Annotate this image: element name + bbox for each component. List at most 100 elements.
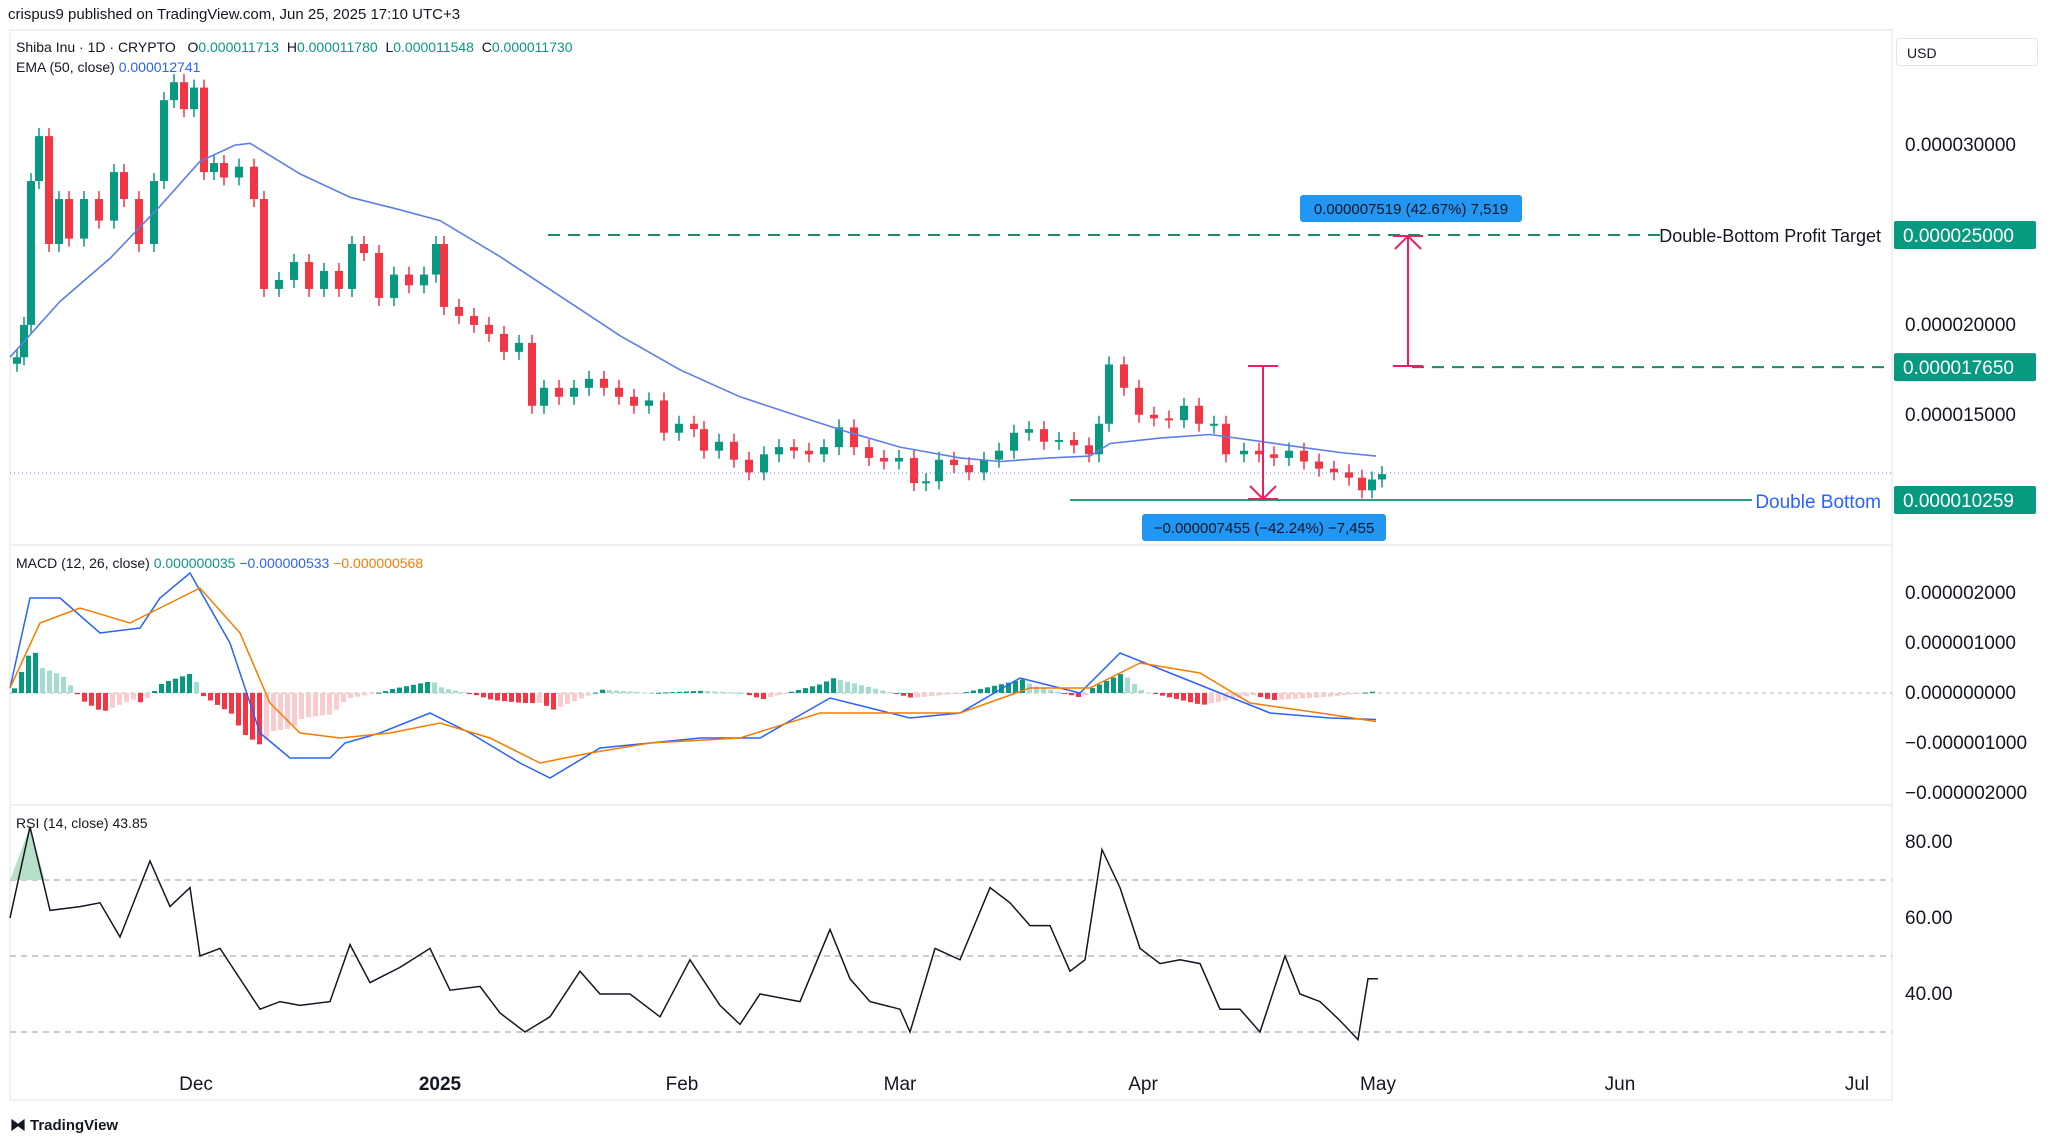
- ema-legend: EMA (50, close) 0.000012741: [16, 59, 200, 75]
- macd-histogram-bar: [334, 693, 339, 710]
- macd-histogram-bar: [544, 693, 549, 706]
- price-candle: [390, 274, 398, 298]
- macd-histogram-bar: [47, 670, 52, 693]
- macd-histogram-bar: [607, 690, 612, 693]
- profit-target-label: Double-Bottom Profit Target: [1659, 226, 1881, 246]
- double-bottom-price-badge: [1894, 486, 2036, 514]
- price-candle: [980, 459, 988, 473]
- price-candle: [1040, 429, 1048, 442]
- macd-histogram-bar: [642, 692, 647, 694]
- macd-histogram-bar: [1174, 693, 1179, 699]
- macd-histogram-bar: [145, 693, 150, 698]
- macd-histogram-bar: [19, 672, 24, 693]
- tradingview-logo[interactable]: ⧓ TradingView: [10, 1115, 118, 1135]
- price-candle: [835, 427, 843, 448]
- price-candle: [190, 87, 198, 110]
- price-candle: [950, 459, 958, 466]
- symbol-title: Shiba Inu · 1D · CRYPTO O0.000011713 H0.…: [16, 39, 573, 55]
- macd-histogram-bar: [1342, 693, 1347, 696]
- price-candle: [55, 199, 63, 244]
- price-candle: [335, 270, 343, 289]
- price-candle: [1195, 405, 1203, 424]
- macd-histogram-bar: [593, 692, 598, 694]
- macd-histogram-bar: [1069, 693, 1074, 696]
- price-candle: [210, 163, 218, 173]
- rsi-overbought-fill: [10, 826, 45, 880]
- macd-histogram-bar: [726, 692, 731, 694]
- price-candle: [965, 465, 973, 473]
- macd-histogram-bar: [222, 693, 227, 710]
- price-candle: [1135, 387, 1143, 415]
- macd-histogram-bar: [243, 693, 248, 735]
- macd-histogram-bar: [670, 692, 675, 694]
- time-axis-label: Jul: [1845, 1074, 1869, 1095]
- macd-histogram-bar: [1265, 693, 1270, 699]
- macd-histogram-bar: [719, 691, 724, 693]
- macd-histogram-bar: [40, 668, 45, 693]
- price-candle: [528, 342, 536, 406]
- macd-histogram-bar: [530, 693, 535, 703]
- price-candle: [1300, 450, 1308, 462]
- price-tick-label: 0.000030000: [1905, 135, 2016, 156]
- macd-histogram-bar: [705, 691, 710, 693]
- price-tick-label: 0.000020000: [1905, 315, 2016, 336]
- macd-histogram-bar: [1020, 679, 1025, 693]
- up-measure-badge: [1300, 195, 1522, 222]
- macd-histogram-bar: [1062, 693, 1067, 694]
- price-candle: [555, 387, 563, 397]
- macd-histogram-bar: [908, 693, 913, 698]
- macd-histogram-bar: [306, 693, 311, 718]
- price-candle: [348, 243, 356, 289]
- macd-histogram-bar: [1230, 693, 1235, 699]
- macd-histogram-bar: [432, 682, 437, 693]
- macd-label: MACD (12, 26, close): [16, 555, 150, 571]
- price-candle: [432, 243, 440, 275]
- price-candle: [790, 447, 798, 451]
- macd-histogram-bar: [425, 682, 430, 693]
- macd-histogram-bar: [1307, 693, 1312, 698]
- currency-selector[interactable]: USD: [1896, 38, 2038, 66]
- macd-histogram-bar: [985, 687, 990, 693]
- macd-histogram-bar: [173, 678, 178, 693]
- macd-histogram-bar: [75, 693, 80, 695]
- macd-histogram-bar: [439, 687, 444, 693]
- macd-histogram-bar: [446, 689, 451, 693]
- macd-histogram-bar: [1146, 692, 1151, 694]
- price-candle: [1330, 468, 1338, 473]
- macd-histogram-bar: [1251, 693, 1256, 696]
- price-candle: [910, 457, 918, 484]
- price-candle: [760, 454, 768, 473]
- price-candle: [660, 400, 668, 433]
- macd-histogram-bar: [54, 673, 59, 693]
- macd-histogram-bar: [572, 693, 577, 702]
- price-candle: [455, 306, 463, 316]
- plot-frame: [9, 29, 1893, 1101]
- price-candle: [27, 181, 35, 325]
- macd-histogram-bar: [810, 686, 815, 693]
- macd-histogram-bar: [1013, 681, 1018, 693]
- macd-histogram-bar: [1370, 691, 1375, 693]
- macd-histogram-bar: [166, 681, 171, 693]
- close-value: 0.000011730: [491, 39, 573, 55]
- price-candle: [110, 172, 118, 221]
- price-candle: [630, 396, 638, 406]
- macd-histogram-bar: [1349, 693, 1354, 695]
- macd-histogram-bar: [1223, 693, 1228, 701]
- macd-histogram-bar: [936, 693, 941, 696]
- macd-tick-label: 0.000001000: [1905, 633, 2016, 654]
- price-candle: [600, 378, 608, 388]
- macd-histogram-bar: [523, 693, 528, 703]
- macd-histogram-bar: [299, 693, 304, 719]
- macd-histogram-bar: [236, 693, 241, 726]
- macd-histogram-bar: [915, 693, 920, 698]
- macd-histogram-bar: [488, 693, 493, 700]
- macd-histogram-bar: [1188, 693, 1193, 703]
- target-price-badge-text: 0.000025000: [1903, 226, 2014, 247]
- price-candle: [675, 423, 683, 433]
- neckline-price-badge: [1894, 353, 2036, 382]
- price-candle: [235, 166, 243, 178]
- price-candle: [500, 333, 508, 352]
- price-candle: [995, 450, 1003, 460]
- price-candle: [1255, 450, 1263, 455]
